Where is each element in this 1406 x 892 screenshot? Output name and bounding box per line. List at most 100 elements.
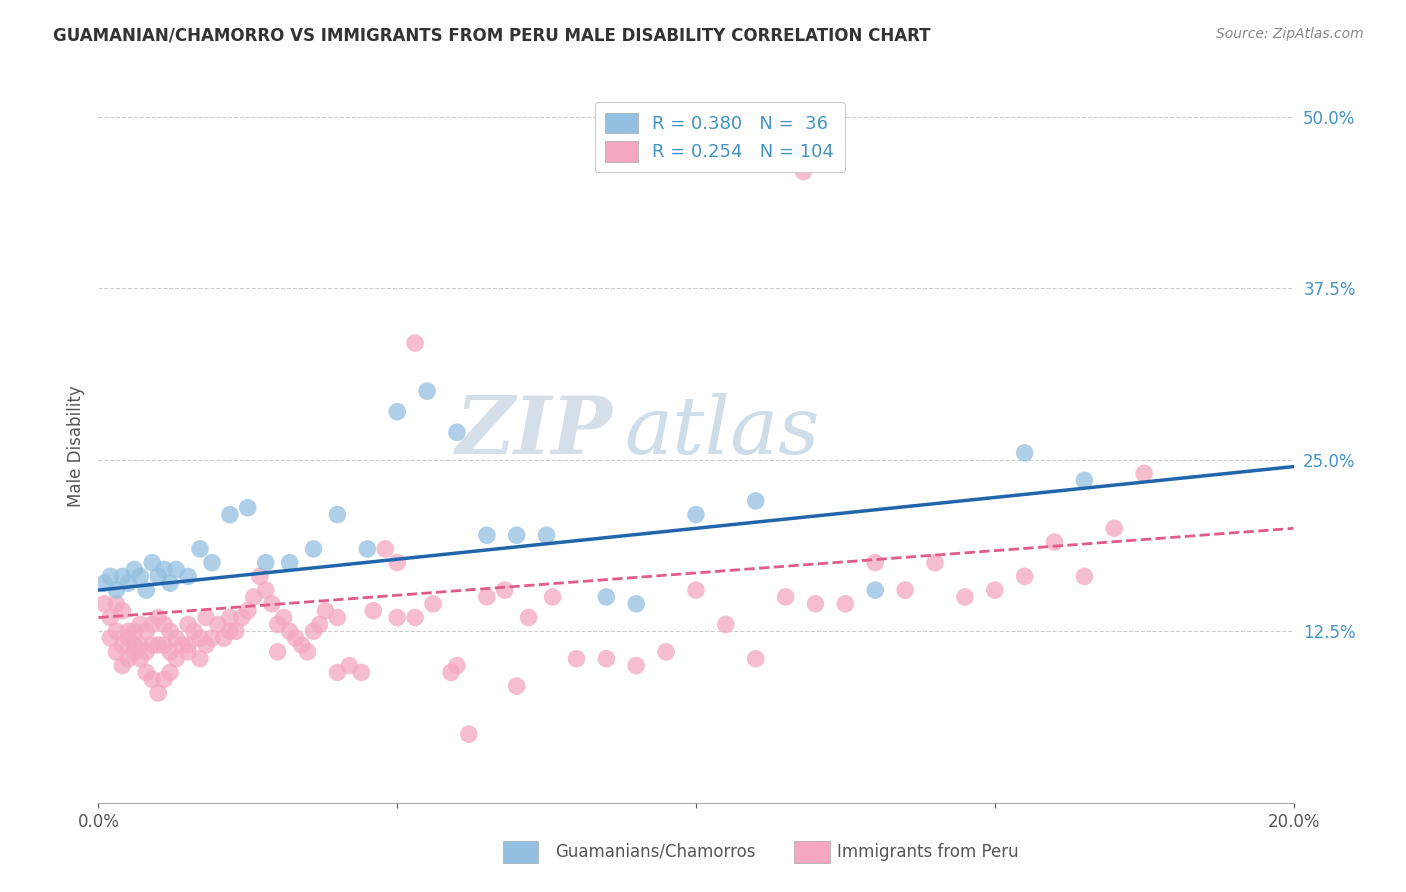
- Point: [98, 631, 122, 645]
- Point: [374, 541, 396, 556]
- Point: [924, 556, 946, 570]
- Point: [135, 583, 157, 598]
- Point: [124, 562, 146, 576]
- Point: [98, 610, 122, 624]
- Point: [111, 638, 134, 652]
- Point: [188, 631, 211, 645]
- Point: [363, 604, 385, 618]
- Point: [231, 610, 253, 624]
- Text: GUAMANIAN/CHAMORRO VS IMMIGRANTS FROM PERU MALE DISABILITY CORRELATION CHART: GUAMANIAN/CHAMORRO VS IMMIGRANTS FROM PE…: [53, 27, 931, 45]
- Point: [165, 631, 187, 645]
- Point: [894, 583, 917, 598]
- Point: [159, 665, 181, 680]
- Point: [177, 569, 200, 583]
- Point: [148, 638, 170, 652]
- Point: [865, 556, 887, 570]
- Point: [188, 541, 211, 556]
- Point: [129, 638, 152, 652]
- Point: [93, 576, 115, 591]
- Point: [804, 597, 827, 611]
- Point: [302, 624, 325, 639]
- Point: [225, 624, 247, 639]
- Point: [834, 597, 856, 611]
- Point: [105, 597, 128, 611]
- Point: [159, 645, 181, 659]
- Point: [984, 583, 1007, 598]
- Point: [416, 384, 439, 398]
- Text: atlas: atlas: [624, 393, 820, 470]
- Point: [565, 651, 588, 665]
- Point: [111, 658, 134, 673]
- Point: [148, 686, 170, 700]
- Point: [775, 590, 797, 604]
- Point: [129, 569, 152, 583]
- Point: [153, 562, 176, 576]
- Point: [302, 541, 325, 556]
- Point: [141, 638, 163, 652]
- Point: [93, 597, 115, 611]
- Point: [339, 658, 361, 673]
- Point: [159, 576, 181, 591]
- Point: [865, 583, 887, 598]
- Point: [326, 610, 349, 624]
- Point: [655, 645, 678, 659]
- Point: [195, 638, 218, 652]
- Point: [422, 597, 444, 611]
- Point: [953, 590, 976, 604]
- Point: [165, 562, 187, 576]
- Point: [385, 610, 409, 624]
- Point: [177, 617, 200, 632]
- Point: [172, 638, 194, 652]
- Point: [141, 617, 163, 632]
- Point: [148, 610, 170, 624]
- Point: [243, 590, 266, 604]
- Point: [153, 617, 176, 632]
- Point: [141, 673, 163, 687]
- Point: [219, 624, 242, 639]
- Point: [117, 631, 139, 645]
- Point: [98, 569, 122, 583]
- Text: Guamanians/Chamorros: Guamanians/Chamorros: [555, 843, 756, 861]
- Point: [326, 665, 349, 680]
- Point: [129, 651, 152, 665]
- Point: [201, 631, 224, 645]
- Text: Source: ZipAtlas.com: Source: ZipAtlas.com: [1216, 27, 1364, 41]
- Point: [385, 405, 409, 419]
- Point: [188, 651, 211, 665]
- Point: [536, 528, 558, 542]
- Point: [111, 569, 134, 583]
- Legend: R = 0.380   N =  36, R = 0.254   N = 104: R = 0.380 N = 36, R = 0.254 N = 104: [595, 102, 845, 172]
- Point: [278, 624, 301, 639]
- Point: [356, 541, 378, 556]
- Point: [326, 508, 349, 522]
- Point: [315, 604, 337, 618]
- Point: [595, 590, 617, 604]
- Point: [105, 645, 128, 659]
- Point: [714, 617, 737, 632]
- Text: Immigrants from Peru: Immigrants from Peru: [837, 843, 1018, 861]
- Point: [219, 610, 242, 624]
- Point: [212, 631, 235, 645]
- Point: [350, 665, 373, 680]
- Point: [494, 583, 516, 598]
- Point: [745, 494, 768, 508]
- Point: [153, 638, 176, 652]
- Point: [385, 556, 409, 570]
- Point: [141, 556, 163, 570]
- Point: [506, 528, 529, 542]
- Point: [105, 583, 128, 598]
- Point: [148, 569, 170, 583]
- Point: [195, 610, 218, 624]
- Point: [236, 604, 259, 618]
- Point: [273, 610, 295, 624]
- Point: [236, 500, 259, 515]
- Point: [135, 624, 157, 639]
- Point: [1043, 535, 1066, 549]
- Point: [685, 508, 707, 522]
- Point: [626, 658, 648, 673]
- Point: [124, 624, 146, 639]
- Point: [135, 665, 157, 680]
- Point: [1073, 569, 1095, 583]
- Y-axis label: Male Disability: Male Disability: [66, 385, 84, 507]
- Point: [475, 590, 498, 604]
